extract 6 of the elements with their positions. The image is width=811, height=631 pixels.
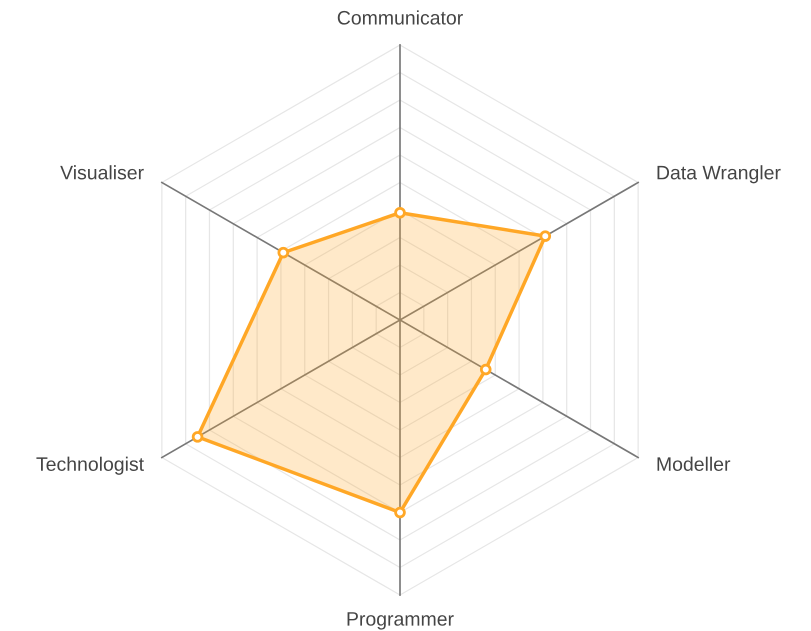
spoke-label: Technologist [36, 456, 144, 475]
spoke-label: Programmer [348, 612, 454, 630]
spoke-label: Communicator [338, 10, 463, 25]
spoke-label: Visualiser [60, 165, 144, 180]
spoke-label: Modeller [658, 456, 730, 471]
spoke-label: Data Wrangler [658, 165, 781, 184]
